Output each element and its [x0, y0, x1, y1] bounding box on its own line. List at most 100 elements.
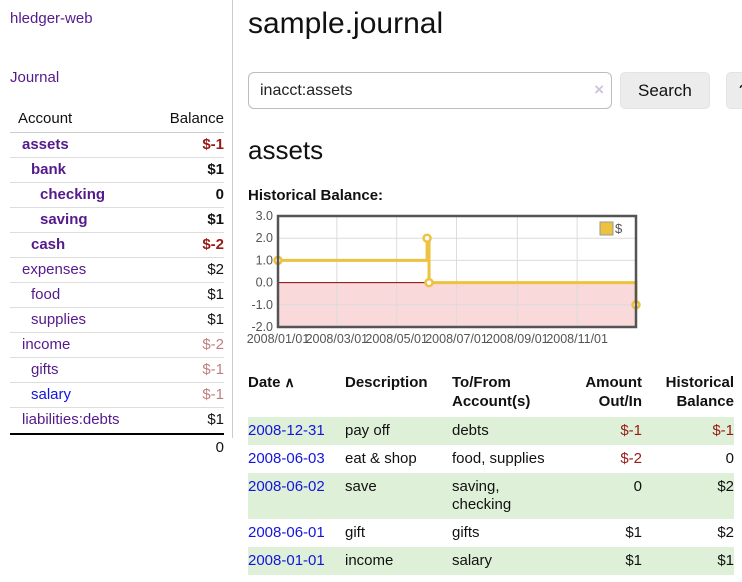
account-row: checking 0: [10, 183, 224, 208]
transaction-balance: $1: [642, 547, 734, 575]
x-tick-label: 2008/07/01: [425, 332, 488, 346]
account-row: assets $-1: [10, 133, 224, 158]
transaction-accounts: gifts: [452, 524, 480, 541]
account-row: bank $1: [10, 158, 224, 183]
register-header-row: Date ∧ Description To/From Account(s) Amo…: [248, 371, 734, 417]
account-balance: $-1: [202, 361, 224, 378]
register-row: 2008-12-31 pay off debts $-1 $-1: [248, 417, 734, 445]
register-col-accounts: To/From Account(s): [452, 374, 531, 410]
transaction-date-link[interactable]: 2008-06-03: [248, 450, 325, 467]
account-row: liabilities:debts $1: [10, 408, 224, 433]
transaction-description: gift: [345, 524, 366, 541]
register-col-date[interactable]: Date ∧: [248, 374, 295, 391]
sidebar-account-food[interactable]: food: [31, 286, 61, 303]
transaction-date-link[interactable]: 2008-06-02: [248, 478, 325, 495]
accounts-table: Account Balance assets $-1 bank $1 checking 0…: [10, 108, 224, 459]
data-point-marker: [422, 233, 432, 243]
chart-border: [276, 214, 638, 329]
sidebar-account-salary[interactable]: salary: [31, 386, 72, 403]
account-row: salary $-1: [10, 383, 224, 408]
sidebar-item-journal[interactable]: Journal: [10, 69, 60, 86]
sidebar-account-gifts[interactable]: gifts: [31, 361, 59, 378]
register-row: 2008-06-02 save saving, checking 0 $2: [248, 473, 734, 519]
transaction-amount: $1: [572, 547, 642, 575]
x-tick-label: 2008/01/01: [247, 332, 310, 346]
sidebar-account-expenses[interactable]: expenses: [22, 261, 87, 278]
x-tick-label: 2008/03/01: [306, 332, 369, 346]
transaction-description: pay off: [345, 417, 452, 445]
account-balance: $1: [207, 411, 224, 428]
transaction-date-link[interactable]: 2008-06-01: [248, 524, 325, 541]
account-balance: $2: [207, 261, 224, 278]
clear-search-icon[interactable]: ×: [594, 80, 604, 99]
transaction-balance: 0: [725, 450, 734, 467]
transaction-date-link[interactable]: 2008-12-31: [248, 422, 325, 439]
sidebar-account-checking[interactable]: checking: [40, 186, 106, 203]
accounts-col-balance: Balance: [169, 110, 224, 127]
sidebar-account-assets[interactable]: assets: [22, 136, 69, 153]
sidebar-account-cash[interactable]: cash: [31, 236, 66, 253]
sidebar: hledger-web Journal Account Balance asse…: [0, 0, 233, 456]
account-heading: assets: [248, 135, 324, 165]
y-tick-label: -1.0: [251, 298, 273, 312]
sidebar-account-supplies[interactable]: supplies: [31, 311, 87, 328]
transaction-accounts: food, supplies: [452, 450, 545, 467]
sidebar-account-income[interactable]: income: [22, 336, 71, 353]
page-title: sample.journal: [248, 7, 444, 40]
transaction-amount: $-1: [572, 417, 642, 445]
register-col-amount: Amount Out/In: [585, 374, 642, 410]
account-row: gifts $-1: [10, 358, 224, 383]
accounts-col-account: Account: [18, 110, 73, 127]
legend-swatch: [599, 221, 614, 236]
transaction-balance: $2: [717, 524, 734, 541]
accounts-table-body: assets $-1 bank $1 checking 0 saving $1 cash $-2 e…: [10, 133, 224, 433]
transaction-accounts: saving, checking: [452, 473, 572, 519]
y-tick-label: 1.0: [256, 253, 273, 267]
account-balance: $-2: [202, 236, 224, 253]
transaction-date-link[interactable]: 2008-01-01: [248, 552, 325, 569]
register-col-description: Description: [345, 374, 428, 391]
transaction-amount: $1: [625, 524, 642, 541]
register-row: 2008-01-01 income salary $1 $1: [248, 547, 734, 575]
account-row: income $-2: [10, 333, 224, 358]
transaction-balance: $-1: [642, 417, 734, 445]
transaction-accounts: salary: [452, 547, 572, 575]
sidebar-account-bank[interactable]: bank: [31, 161, 67, 178]
transaction-balance: $2: [642, 473, 734, 519]
search-input[interactable]: [248, 72, 612, 109]
account-row: cash $-2: [10, 233, 224, 258]
account-row: expenses $2: [10, 258, 224, 283]
y-tick-label: 0.0: [256, 276, 273, 290]
transaction-description: save: [345, 473, 452, 519]
transaction-amount: $-2: [620, 450, 642, 467]
register-table: Date ∧ Description To/From Account(s) Amo…: [248, 371, 734, 575]
main-content: sample.journal × Search ? assets Histori…: [247, 0, 742, 575]
account-balance: $-2: [202, 336, 224, 353]
data-point-marker: [424, 277, 434, 288]
app-title: hledger-web: [10, 10, 224, 28]
transaction-accounts: debts: [452, 417, 572, 445]
account-balance: $-1: [202, 386, 224, 403]
sidebar-account-liabilities:debts[interactable]: liabilities:debts: [22, 411, 120, 428]
chart-title: Historical Balance:: [248, 187, 384, 204]
account-balance: $1: [207, 161, 224, 178]
help-button[interactable]: ?: [725, 72, 742, 109]
search-box: ×: [248, 72, 612, 109]
account-row: supplies $1: [10, 308, 224, 333]
y-tick-label: -2.0: [251, 320, 273, 334]
transaction-description: eat & shop: [345, 450, 417, 467]
account-row: food $1: [10, 283, 224, 308]
x-tick-label: 2008/09/01: [486, 332, 549, 346]
search-button[interactable]: Search: [620, 72, 710, 109]
y-tick-label: 3.0: [256, 209, 273, 223]
account-balance: $-1: [202, 136, 224, 153]
sidebar-account-saving[interactable]: saving: [40, 211, 88, 228]
transaction-amount: 0: [572, 473, 642, 519]
search-form: × Search ?: [248, 72, 742, 109]
register-row: 2008-06-01 gift gifts $1 $2: [248, 519, 734, 547]
app-title-link[interactable]: hledger-web: [10, 10, 93, 27]
account-balance: 0: [215, 186, 224, 203]
account-balance: $1: [207, 311, 224, 328]
y-tick-label: 2.0: [256, 231, 273, 245]
account-row: saving $1: [10, 208, 224, 233]
